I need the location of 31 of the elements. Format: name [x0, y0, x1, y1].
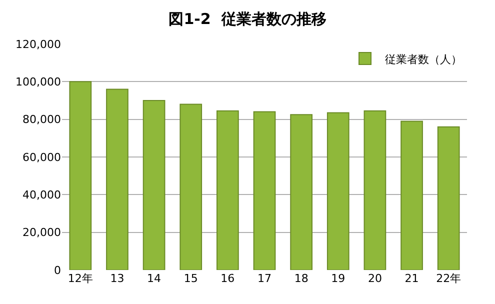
y-tick-label: 120,000	[16, 38, 61, 51]
x-tick-label: 12年	[68, 272, 93, 285]
bar	[364, 110, 386, 270]
x-tick-label: 17	[258, 272, 272, 285]
bar	[326, 112, 350, 270]
bar	[106, 88, 128, 270]
chart-title: 図1-2 従業者数の推移	[168, 10, 326, 28]
x-tick-label: 16	[220, 272, 235, 285]
x-tick-label: 22年	[436, 272, 462, 285]
bar	[180, 104, 202, 270]
bar	[216, 110, 239, 270]
bar	[437, 126, 460, 270]
x-tick-label: 13	[110, 272, 124, 285]
x-tick-label: 15	[184, 272, 198, 285]
y-tick-label: 20,000	[22, 226, 61, 240]
y-tick-label: 60,000	[22, 150, 61, 164]
y-tick-label: 80,000	[22, 113, 61, 126]
y-tick-label: 100,000	[16, 76, 61, 89]
x-tick-label: 20	[368, 272, 382, 285]
bar	[253, 111, 276, 270]
bar	[142, 100, 166, 270]
x-tick-label: 14	[147, 272, 162, 285]
x-tick-label: 19	[331, 272, 346, 285]
y-tick-label: 40,000	[22, 188, 61, 202]
x-tick-label: 18	[294, 272, 308, 285]
bar	[69, 81, 92, 270]
legend-label: 従業者数（人）	[385, 52, 462, 66]
y-tick-label: 0	[54, 264, 61, 277]
bar	[290, 114, 312, 270]
bar	[400, 120, 423, 270]
x-tick-label: 21	[404, 272, 419, 285]
